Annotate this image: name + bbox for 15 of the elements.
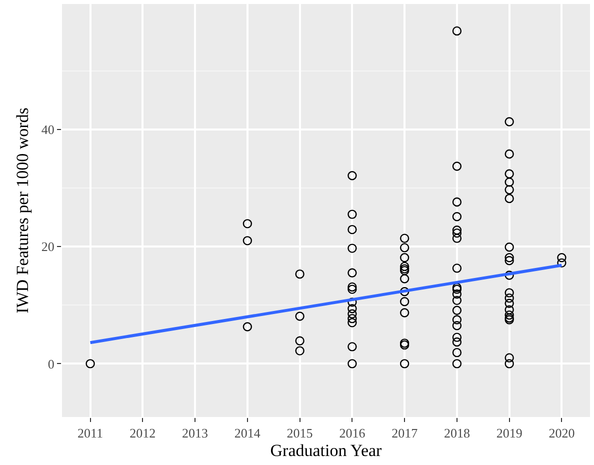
x-tick-label: 2016 [339, 426, 366, 441]
x-tick-label: 2011 [78, 426, 104, 441]
x-tick-label: 2020 [548, 426, 575, 441]
x-tick-label: 2014 [234, 426, 261, 441]
x-tick-label: 2015 [286, 426, 313, 441]
x-tick-label: 2012 [130, 426, 156, 441]
x-tick-label: 2017 [392, 426, 418, 441]
y-tick-label: 20 [41, 239, 54, 254]
x-tick-label: 2019 [496, 426, 522, 441]
x-tick-label: 2013 [182, 426, 208, 441]
y-tick-label: 0 [48, 356, 54, 372]
x-axis-title: Graduation Year [270, 441, 382, 460]
x-tick-label: 2018 [444, 426, 470, 441]
y-tick-label: 40 [41, 122, 54, 137]
y-axis-title: IWD Features per 1000 words [12, 108, 32, 314]
